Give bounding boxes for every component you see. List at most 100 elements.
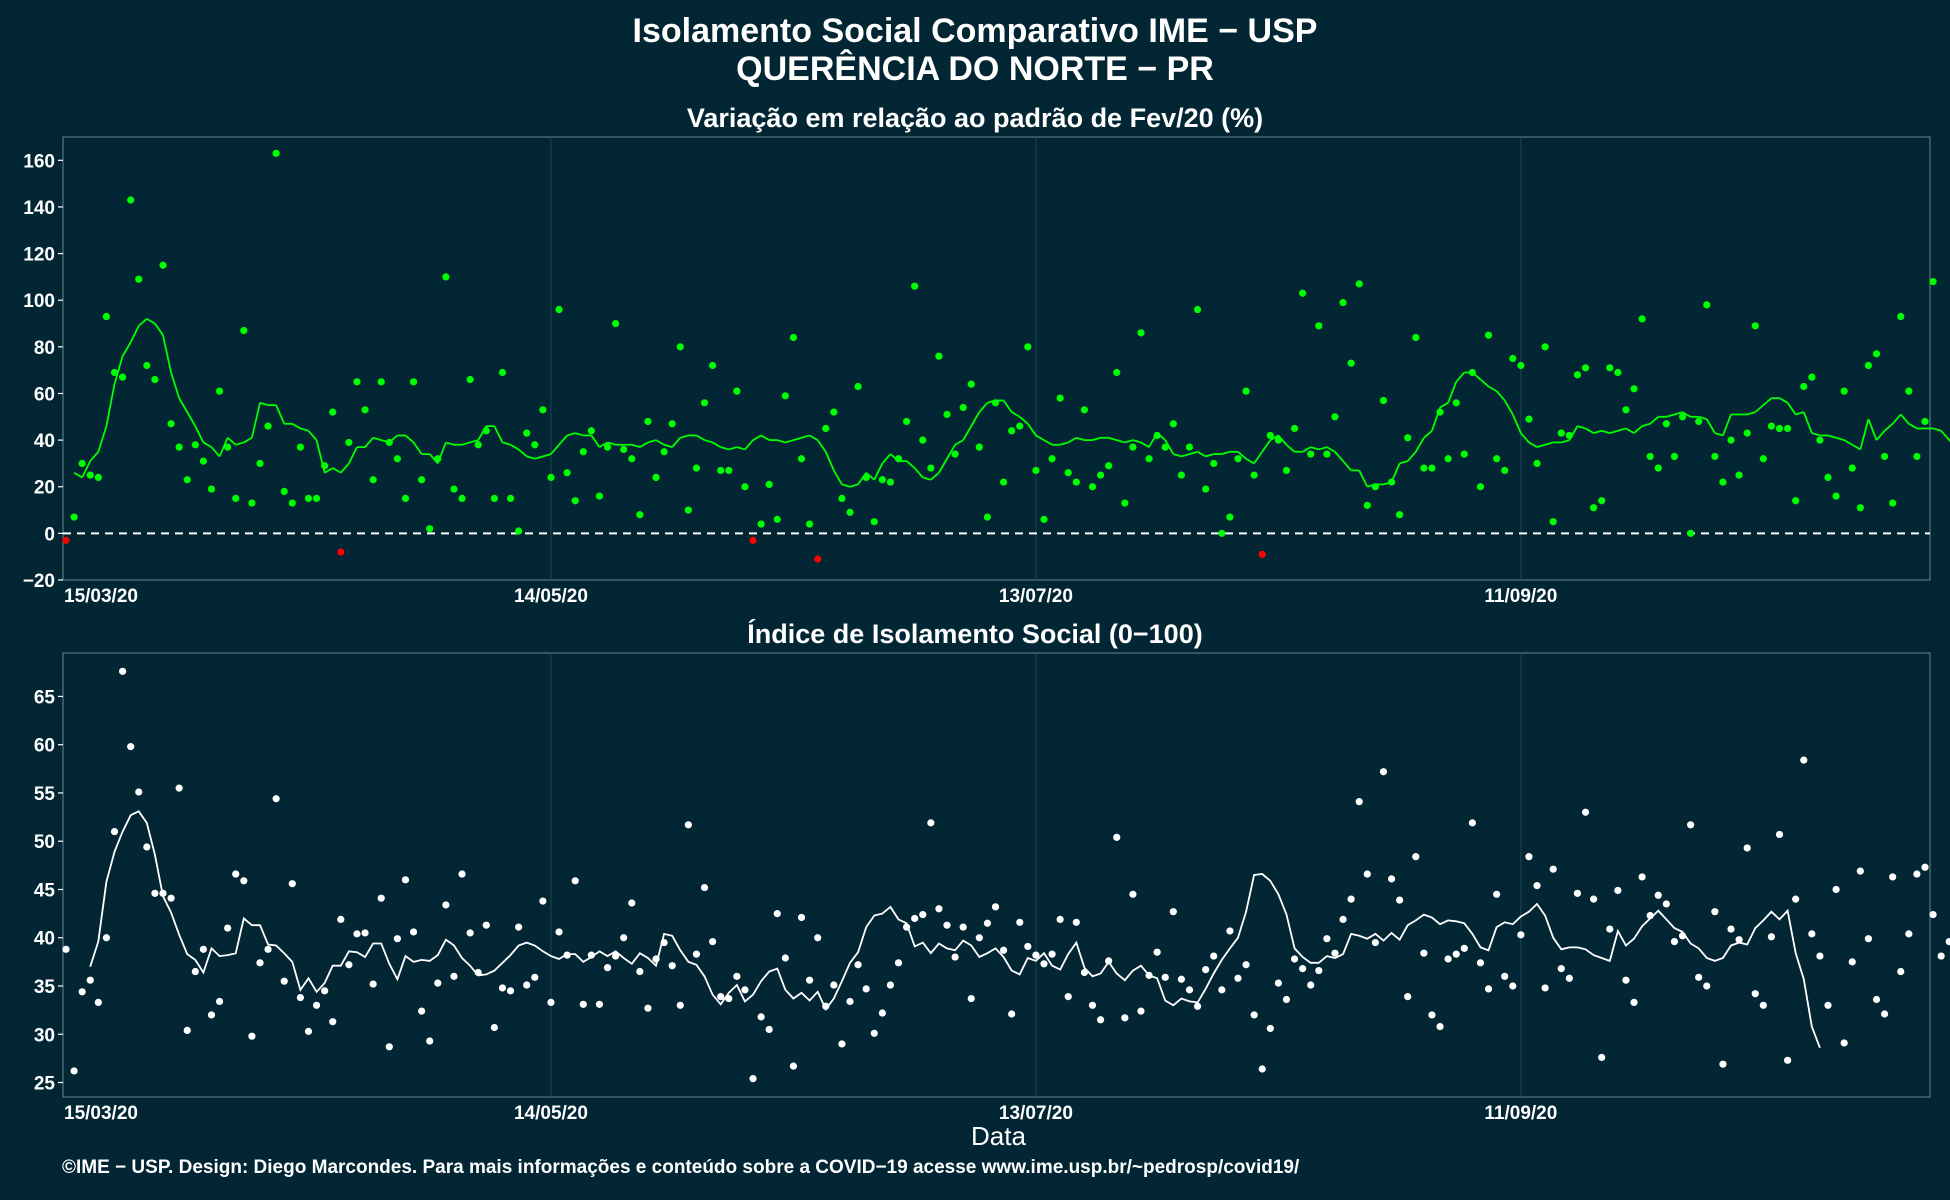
data-point — [1622, 976, 1630, 984]
data-point — [118, 667, 127, 675]
data-point — [862, 473, 870, 482]
data-point — [1024, 343, 1032, 351]
moving-average-segment — [841, 483, 851, 488]
data-point — [288, 499, 296, 507]
data-point — [1266, 1024, 1274, 1033]
moving-average-segment — [251, 402, 261, 438]
moving-average-segment — [1666, 413, 1675, 418]
y-tick-label: 50 — [34, 832, 55, 853]
data-point — [442, 901, 450, 909]
data-point — [1064, 469, 1072, 477]
data-point — [1088, 483, 1097, 491]
data-point — [183, 1026, 191, 1034]
moving-average-segment — [663, 443, 673, 448]
data-point — [765, 1025, 773, 1034]
data-point — [579, 1000, 587, 1008]
data-point — [474, 441, 482, 449]
data-point — [935, 905, 943, 913]
data-point — [1371, 938, 1379, 947]
data-point — [854, 382, 862, 391]
data-point — [700, 399, 709, 407]
data-point — [1501, 466, 1509, 475]
data-point — [822, 424, 830, 433]
data-point — [1290, 955, 1299, 963]
data-point — [280, 977, 288, 985]
moving-average-segment — [607, 441, 616, 446]
moving-average-segment — [801, 434, 810, 439]
x-tick-label: 15/03/20 — [64, 586, 138, 607]
moving-average-segment — [1875, 430, 1886, 441]
moving-average-segment — [243, 436, 253, 444]
moving-average-segment — [1795, 411, 1805, 416]
data-point — [1670, 938, 1679, 946]
data-point — [458, 494, 466, 502]
moving-average-segment — [510, 443, 520, 451]
moving-average-segment — [1698, 415, 1708, 420]
data-point — [304, 494, 313, 502]
data-point — [409, 928, 418, 936]
data-point — [224, 443, 232, 451]
moving-average-segment — [922, 476, 932, 481]
data-point — [1234, 455, 1242, 463]
data-point — [1775, 424, 1784, 433]
data-point — [1889, 499, 1897, 507]
data-point — [911, 914, 919, 923]
data-point — [676, 1001, 684, 1009]
data-point — [749, 536, 757, 544]
moving-average-segment — [1181, 453, 1190, 458]
data-point — [806, 520, 814, 528]
data-point — [159, 889, 167, 897]
moving-average-segment — [913, 467, 924, 478]
data-point — [717, 466, 725, 475]
data-point — [377, 378, 385, 386]
moving-average-segment — [542, 453, 552, 458]
data-point — [814, 934, 822, 942]
data-point — [773, 515, 781, 523]
data-point — [1387, 478, 1396, 486]
data-point — [167, 894, 175, 902]
data-point — [207, 485, 216, 493]
data-point — [385, 1043, 393, 1051]
data-point — [1509, 354, 1517, 363]
data-point — [321, 987, 329, 995]
moving-average-segment — [1900, 413, 1910, 425]
data-point — [1476, 483, 1485, 491]
data-point — [199, 945, 208, 953]
data-point — [62, 536, 70, 544]
moving-average-segment — [816, 439, 827, 453]
data-point — [1880, 452, 1889, 461]
data-point — [151, 375, 159, 384]
data-point — [612, 319, 620, 328]
data-point — [1751, 990, 1759, 998]
data-point — [1452, 950, 1460, 958]
data-point — [264, 422, 272, 430]
data-point — [1096, 1016, 1105, 1024]
data-point — [1024, 942, 1032, 951]
data-point — [1678, 413, 1687, 421]
data-point — [1832, 885, 1840, 894]
moving-average-segment — [121, 341, 132, 357]
data-point — [1355, 280, 1363, 288]
data-point — [1864, 361, 1873, 370]
data-point — [1816, 436, 1824, 444]
data-point — [1792, 497, 1800, 505]
moving-average-segment — [291, 423, 301, 430]
moving-average-segment — [1577, 425, 1586, 430]
moving-average-segment — [1197, 450, 1207, 458]
moving-average-segment — [938, 458, 948, 474]
data-point — [1792, 895, 1800, 903]
data-point — [1493, 890, 1501, 898]
data-point — [894, 959, 903, 967]
data-point — [1105, 462, 1113, 470]
moving-average-segment — [526, 455, 536, 460]
x-tick-label: 13/07/20 — [999, 1103, 1073, 1124]
y-tick-label: −20 — [23, 571, 55, 592]
data-point — [151, 889, 159, 897]
data-point — [207, 1011, 216, 1019]
data-point — [353, 378, 361, 386]
data-point — [1307, 981, 1315, 989]
data-point — [838, 1040, 846, 1048]
data-point — [1016, 918, 1024, 926]
moving-average-segment — [1318, 446, 1328, 451]
moving-average-segment — [1835, 436, 1845, 441]
